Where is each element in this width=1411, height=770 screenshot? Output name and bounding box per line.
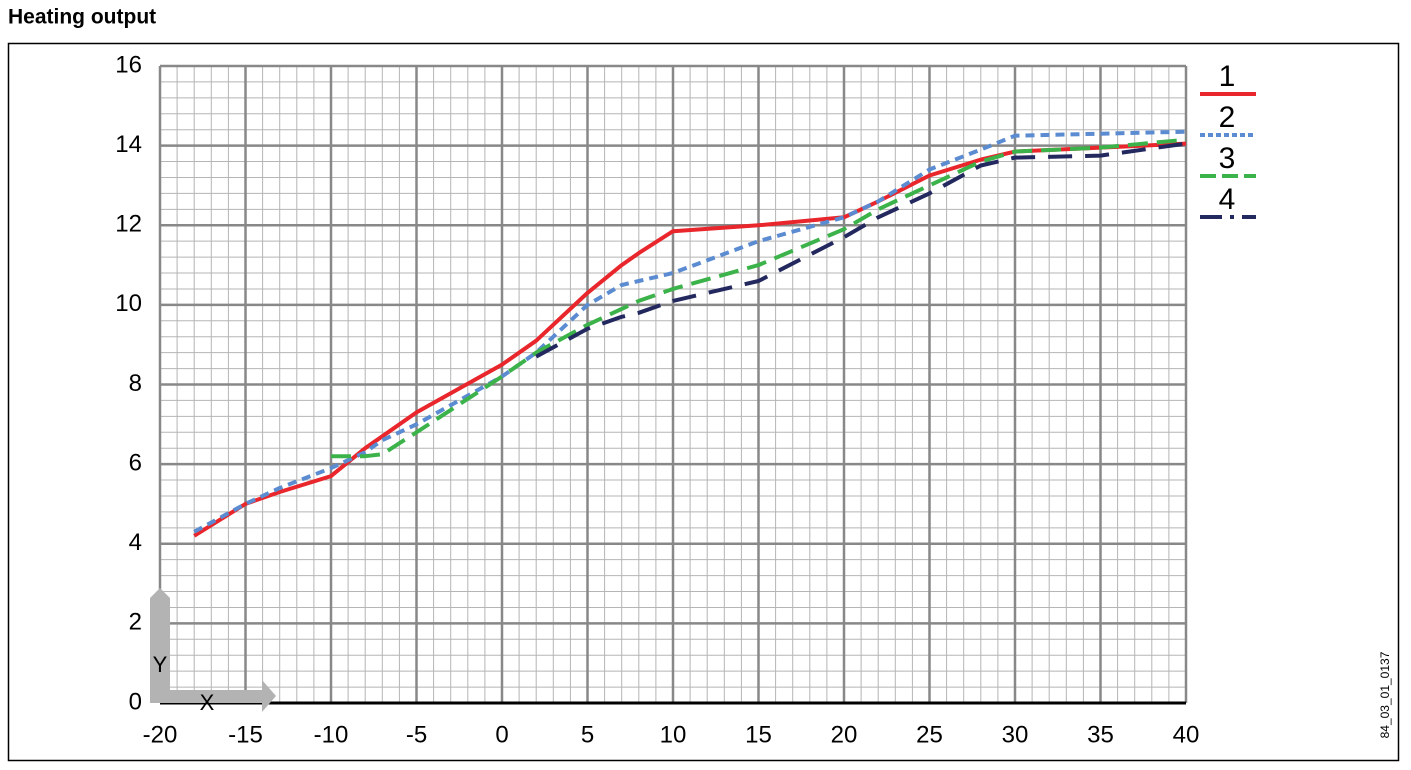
legend-label: 3 [1219, 142, 1236, 175]
frame [7, 42, 1400, 762]
series-line [331, 137, 1187, 459]
legend-label: 1 [1219, 60, 1236, 93]
x-tick-label: -20 [143, 721, 178, 748]
grid: -20 -15 -10 -5 0 5 10 15 20 25 30 35 40 0 2 4 6 8 10 12 14 16 [115, 51, 1199, 748]
x-label: X [200, 690, 215, 715]
y-tick-label: 2 [129, 609, 142, 636]
y-tick-label: 4 [129, 529, 142, 556]
figure-code: 84_03_01_0137 [1378, 651, 1392, 738]
y-tick-label: 6 [129, 449, 142, 476]
x-tick-label: -5 [406, 721, 427, 748]
y-tick-label: 14 [115, 131, 142, 158]
x-tick-label: 10 [660, 721, 687, 748]
legend-label: 2 [1219, 101, 1236, 134]
y-tick-label: 16 [115, 51, 142, 78]
y-tick-label: 10 [115, 290, 142, 317]
y-tick-label: 0 [129, 688, 142, 715]
y-tick-label: 8 [129, 370, 142, 397]
legend-label: 4 [1219, 183, 1236, 216]
x-tick-label: -10 [314, 721, 349, 748]
series-line [535, 141, 1187, 359]
x-tick-label: 35 [1087, 721, 1114, 748]
chart-title: Heating output [8, 6, 156, 29]
series-line [193, 129, 1187, 534]
x-tick-label: 30 [1002, 721, 1029, 748]
x-tick-label: -15 [228, 721, 263, 748]
y-label: Y [153, 652, 168, 677]
plot: 1 2 3 4 [193, 60, 1256, 538]
series-line [193, 141, 1187, 538]
y-tick-label: 12 [115, 211, 142, 238]
x-tick-label: 25 [916, 721, 943, 748]
x-tick-label: 0 [495, 721, 508, 748]
axis-icon [150, 588, 276, 712]
x-tick-label: 5 [581, 721, 594, 748]
x-tick-label: 20 [831, 721, 858, 748]
x-tick-label: 15 [745, 721, 772, 748]
x-tick-label: 40 [1173, 721, 1200, 748]
